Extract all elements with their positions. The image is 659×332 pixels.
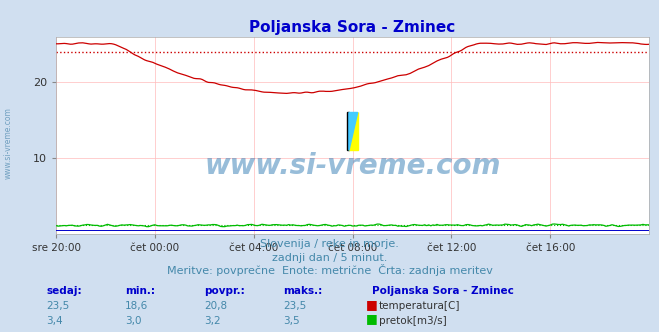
Text: pretok[m3/s]: pretok[m3/s] [379,316,447,326]
Text: 3,2: 3,2 [204,316,221,326]
Text: 3,0: 3,0 [125,316,142,326]
Text: 3,4: 3,4 [46,316,63,326]
Polygon shape [349,113,358,150]
Text: zadnji dan / 5 minut.: zadnji dan / 5 minut. [272,253,387,263]
Text: maks.:: maks.: [283,286,323,296]
Text: temperatura[C]: temperatura[C] [379,301,461,311]
Text: povpr.:: povpr.: [204,286,245,296]
Text: Poljanska Sora - Zminec: Poljanska Sora - Zminec [372,286,514,296]
Text: 23,5: 23,5 [46,301,69,311]
Text: 3,5: 3,5 [283,316,300,326]
Text: 18,6: 18,6 [125,301,148,311]
FancyBboxPatch shape [347,113,349,150]
Text: ■: ■ [366,312,378,325]
Text: 23,5: 23,5 [283,301,306,311]
Text: sedaj:: sedaj: [46,286,82,296]
Text: www.si-vreme.com: www.si-vreme.com [3,107,13,179]
Title: Poljanska Sora - Zminec: Poljanska Sora - Zminec [250,20,455,35]
Text: ■: ■ [366,298,378,311]
Text: www.si-vreme.com: www.si-vreme.com [204,152,501,180]
Text: Slovenija / reke in morje.: Slovenija / reke in morje. [260,239,399,249]
Text: Meritve: povprečne  Enote: metrične  Črta: zadnja meritev: Meritve: povprečne Enote: metrične Črta:… [167,264,492,276]
Text: min.:: min.: [125,286,156,296]
Polygon shape [349,113,358,150]
Text: 20,8: 20,8 [204,301,227,311]
